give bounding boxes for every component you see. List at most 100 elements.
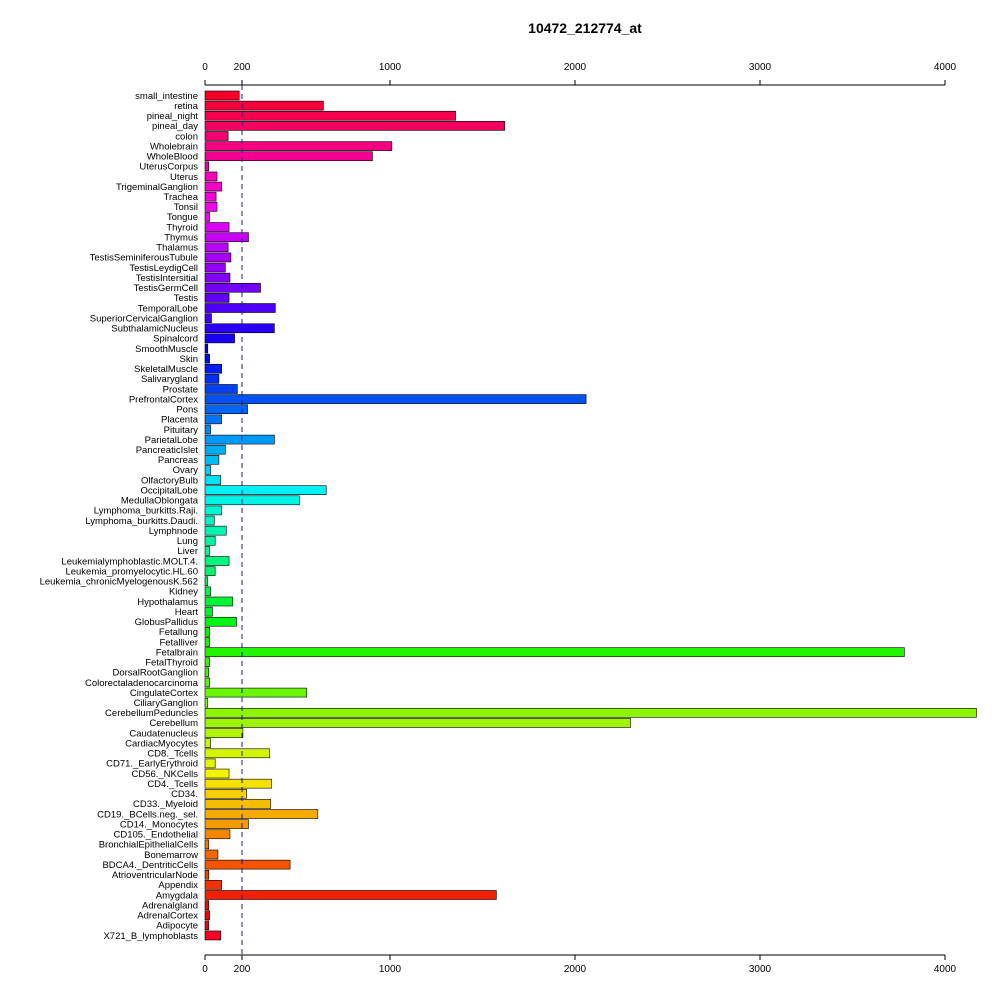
category-label: OlfactoryBulb — [141, 475, 198, 486]
category-label: Thalamus — [156, 243, 198, 254]
category-label: Appendix — [158, 880, 198, 891]
bar-SuperiorCervicalGanglion — [204, 313, 212, 323]
category-label: Cerebellum — [149, 718, 198, 729]
category-labels-group: small_intestineretinapineal_nightpineal_… — [40, 91, 199, 942]
category-label: Fetalbrain — [156, 647, 198, 658]
bar-Thyroid — [204, 222, 230, 232]
bar-Lymphnode — [204, 525, 227, 536]
category-label: Fetallung — [159, 627, 198, 638]
bottom-tick-label: 4000 — [934, 964, 957, 975]
bar-CardiacMyocytes — [204, 738, 211, 748]
bar-Thalamus — [204, 242, 229, 253]
bar-TestisSeminiferousTubule — [204, 252, 232, 263]
bar-pineal_day — [204, 121, 506, 131]
bar-Tongue — [204, 212, 210, 222]
bar-CD33._Myeloid — [204, 799, 271, 809]
category-label: Lymphoma_burkitts.Daudi. — [85, 516, 198, 527]
category-label: Wholebrain — [150, 141, 198, 152]
category-label: Colorectaladenocarcinoma — [85, 678, 199, 689]
category-label: TemporalLobe — [138, 303, 198, 314]
category-label: CD56._NKCells — [131, 769, 198, 780]
category-label: Pancreas — [158, 455, 198, 466]
category-label: Testis — [174, 293, 199, 304]
category-label: MedullaOblongata — [121, 496, 199, 507]
bottom-tick-label: 3000 — [749, 964, 772, 975]
category-label: SkeletalMuscle — [134, 364, 198, 375]
category-label: TestisSeminiferousTubule — [90, 253, 198, 264]
bar-Cerebellum — [204, 718, 631, 728]
category-label: Pituitary — [164, 425, 199, 436]
category-label: CD19._BCells.neg._sel. — [97, 809, 198, 820]
bar-CD105._Endothelial — [204, 829, 231, 840]
bar-CD14._Monocytes — [204, 819, 249, 829]
bottom-tick-label: 0 — [202, 964, 208, 975]
category-label: Heart — [175, 607, 199, 618]
category-label: Placenta — [161, 415, 199, 426]
bar-FetalThyroid — [204, 657, 210, 668]
category-label: FetalThyroid — [145, 658, 198, 669]
bar-OccipitalLobe — [204, 485, 327, 495]
category-label: Salivarygland — [141, 374, 198, 385]
category-label: CD4._Tcells — [147, 779, 198, 790]
category-label: CD34. — [171, 789, 198, 800]
bar-Prostate — [204, 384, 238, 394]
top-tick-label: 0 — [202, 62, 208, 73]
category-label: CD14._Monocytes — [120, 819, 198, 830]
category-label: TestisLeydigCell — [129, 263, 198, 274]
bar-Leukemia_promyelocytic.HL.60 — [204, 566, 216, 576]
bar-DorsalRootGanglion — [204, 667, 209, 678]
bar-Hypothalamus — [204, 596, 234, 607]
category-label: TestisGermCell — [134, 283, 198, 294]
bar-Appendix — [204, 880, 222, 890]
bar-Adrenalgland — [204, 900, 209, 910]
bottom-tick-label: 1000 — [379, 964, 402, 975]
category-label: BDCA4._DentriticCells — [102, 860, 198, 871]
category-label: BronchialEpithelialCells — [99, 840, 199, 851]
bar-CD4._Tcells — [204, 778, 272, 789]
category-label: SuperiorCervicalGanglion — [90, 313, 198, 324]
bar-Leukemia_chronicMyelogenousK.562 — [204, 576, 209, 587]
category-label: CD33._Myeloid — [133, 799, 198, 810]
bar-Kidney — [204, 586, 211, 597]
bar-Pancreas — [204, 455, 220, 465]
bar-MedullaOblongata — [204, 495, 300, 506]
category-label: Amygdala — [156, 890, 199, 901]
bar-SubthalamicNucleus — [204, 323, 275, 334]
top-tick-label: 4000 — [934, 62, 957, 73]
chart-title: 10472_212774_at — [528, 20, 642, 36]
category-label: Thymus — [164, 232, 198, 243]
category-label: AdrenalCortex — [137, 911, 198, 922]
bar-ParietalLobe — [204, 434, 275, 445]
bar-Pituitary — [204, 424, 211, 435]
category-label: Lung — [177, 536, 198, 547]
category-label: Uterus — [170, 172, 198, 183]
category-label: Adipocyte — [156, 921, 198, 932]
category-label: TestisIntersitial — [136, 273, 198, 284]
top-x-axis: 0 200 1000 2000 3000 4000 — [202, 62, 957, 86]
bar-Pons — [204, 404, 248, 415]
bar-UterusCorpus — [204, 161, 209, 172]
category-label: Bonemarrow — [144, 850, 198, 861]
bar-Salivarygland — [204, 374, 220, 384]
bar-TemporalLobe — [204, 303, 276, 313]
bar-CD56._NKCells — [204, 768, 230, 779]
bar-Adipocyte — [204, 920, 209, 931]
bottom-tick-label: 200 — [234, 964, 251, 975]
bar-BronchialEpithelialCells — [204, 839, 209, 850]
category-label: ParietalLobe — [145, 435, 198, 446]
bar-Bonemarrow — [204, 849, 219, 860]
category-label: CerebellumPeduncles — [105, 708, 198, 719]
bar-TrigeminalGanglion — [204, 181, 222, 192]
bottom-tick-label: 2000 — [564, 964, 587, 975]
category-label: Leukemialymphoblastic.MOLT.4. — [61, 556, 198, 567]
bar-CerebellumPeduncles — [204, 708, 977, 718]
category-label: Tonsil — [174, 202, 198, 213]
category-label: OccipitalLobe — [140, 485, 198, 496]
bar-Lung — [204, 535, 216, 546]
bar-Lymphoma_burkitts.Daudi. — [204, 515, 215, 526]
bar-colon — [204, 131, 229, 141]
category-label: pineal_day — [152, 121, 198, 132]
category-label: CingulateCortex — [130, 688, 198, 699]
bar-Fetalliver — [204, 637, 210, 647]
